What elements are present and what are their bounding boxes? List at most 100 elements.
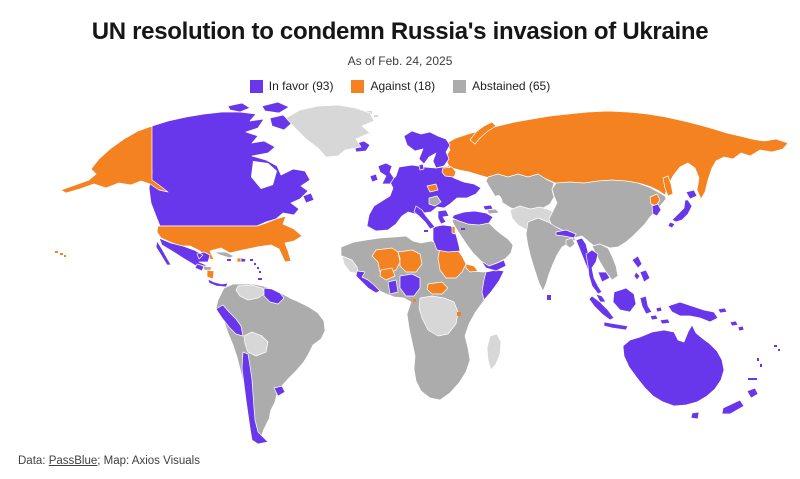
country-sakhalin	[662, 175, 674, 197]
country-dominican-republic	[240, 257, 247, 263]
country-jamaica	[227, 259, 231, 261]
hawaii-2	[60, 253, 63, 255]
abstained-swatch	[453, 79, 467, 93]
passblue-link[interactable]: PassBlue	[48, 455, 98, 467]
region-scandinavia	[403, 130, 451, 169]
region-west-african-coast	[355, 270, 381, 294]
region-guyanas	[263, 287, 285, 305]
source-credit: Data: PassBlue; Map: Axios Visuals	[18, 455, 200, 467]
lesser-antilles	[250, 259, 253, 261]
country-alaska	[60, 125, 169, 194]
country-nicaragua	[206, 269, 215, 280]
country-peru	[215, 304, 244, 337]
country-philippines	[631, 255, 651, 283]
country-armenia-azerbaijan	[486, 208, 500, 215]
newfoundland	[302, 192, 315, 204]
lesser-antilles-3	[257, 267, 259, 269]
island-sumatra	[588, 295, 615, 321]
country-eritrea	[465, 263, 479, 273]
country-china-mongolia	[548, 179, 667, 249]
baja-california	[155, 240, 172, 266]
source-prefix: Data:	[18, 455, 49, 467]
subtitle: As of Feb. 24, 2025	[347, 54, 453, 68]
country-uruguay	[273, 385, 286, 397]
islands-moluccas-timor	[649, 306, 671, 325]
source-suffix: ; Map: Axios Visuals	[97, 455, 200, 467]
country-serbia-bosnia	[428, 195, 442, 207]
country-south-korea	[651, 203, 662, 217]
hawaii	[55, 251, 58, 253]
hawaii-3	[64, 255, 66, 257]
country-madagascar	[486, 333, 502, 371]
country-burundi	[457, 312, 461, 316]
island-borneo	[612, 287, 637, 313]
country-sudan	[437, 247, 467, 279]
country-guatemala	[194, 263, 205, 272]
country-niger	[397, 249, 423, 273]
in-favor-swatch	[249, 79, 263, 93]
country-malaysia	[595, 293, 607, 303]
island-java	[603, 321, 629, 331]
country-yemen	[480, 259, 507, 272]
country-italy	[413, 205, 436, 230]
island-new-guinea	[667, 301, 719, 323]
hudson-bay	[251, 161, 277, 189]
legend-item-against: Against (18)	[351, 79, 435, 93]
country-cyprus	[461, 228, 465, 230]
legend-item-abstained: Abstained (65)	[453, 79, 550, 93]
fiji	[774, 345, 777, 347]
country-thailand	[585, 249, 603, 295]
page-title: UN resolution to condemn Russia's invasi…	[91, 18, 709, 45]
country-turkey	[451, 210, 494, 226]
tasmania	[690, 411, 700, 420]
country-denmark	[418, 163, 425, 171]
header: UN resolution to condemn Russia's invasi…	[0, 18, 800, 68]
country-cuba	[213, 251, 235, 259]
region-south-america-abstained	[215, 283, 326, 445]
fiji-2	[778, 349, 780, 351]
country-novaya-zemlya	[469, 121, 497, 145]
country-chile	[241, 351, 269, 445]
vanuatu	[757, 358, 759, 361]
country-nepal-bhutan	[555, 229, 577, 239]
country-equatorial-guinea	[413, 299, 416, 302]
country-new-zealand	[721, 387, 759, 415]
country-north-korea	[649, 193, 661, 207]
country-greenland	[285, 104, 375, 158]
country-australia	[622, 324, 725, 407]
country-mexico	[158, 237, 211, 270]
country-ireland	[369, 173, 379, 183]
country-laos-vietnam	[591, 243, 619, 281]
country-japan	[667, 189, 698, 229]
vanuatu-2	[760, 364, 762, 367]
country-trinidad	[258, 278, 262, 280]
country-usa	[156, 215, 303, 263]
country-egypt	[432, 224, 461, 253]
country-israel	[451, 225, 456, 235]
country-belarus	[441, 166, 457, 178]
abstained-label: Abstained (65)	[472, 79, 551, 93]
legend: In favor (93) Against (18) Abstained (65…	[0, 79, 800, 93]
country-burkina-faso	[379, 267, 396, 281]
svalbard-2	[374, 115, 378, 117]
country-venezuela	[235, 284, 267, 301]
country-drc	[418, 295, 459, 337]
country-costa-rica-panama	[207, 278, 229, 288]
lesser-antilles-2	[254, 263, 256, 265]
against-label: Against (18)	[370, 79, 436, 93]
country-cambodia	[597, 271, 611, 283]
country-hungary	[426, 183, 439, 193]
legend-item-in-favor: In favor (93)	[249, 79, 333, 93]
country-bolivia	[243, 331, 269, 357]
country-central-african-republic	[426, 281, 449, 295]
new-caledonia	[748, 378, 757, 380]
country-greece	[437, 209, 450, 225]
country-canada	[148, 111, 311, 227]
country-sri-lanka	[547, 295, 551, 300]
lesser-antilles-4	[259, 271, 261, 273]
solomon-islands	[717, 307, 745, 332]
island-sulawesi	[639, 295, 653, 315]
country-ghana	[387, 279, 399, 295]
